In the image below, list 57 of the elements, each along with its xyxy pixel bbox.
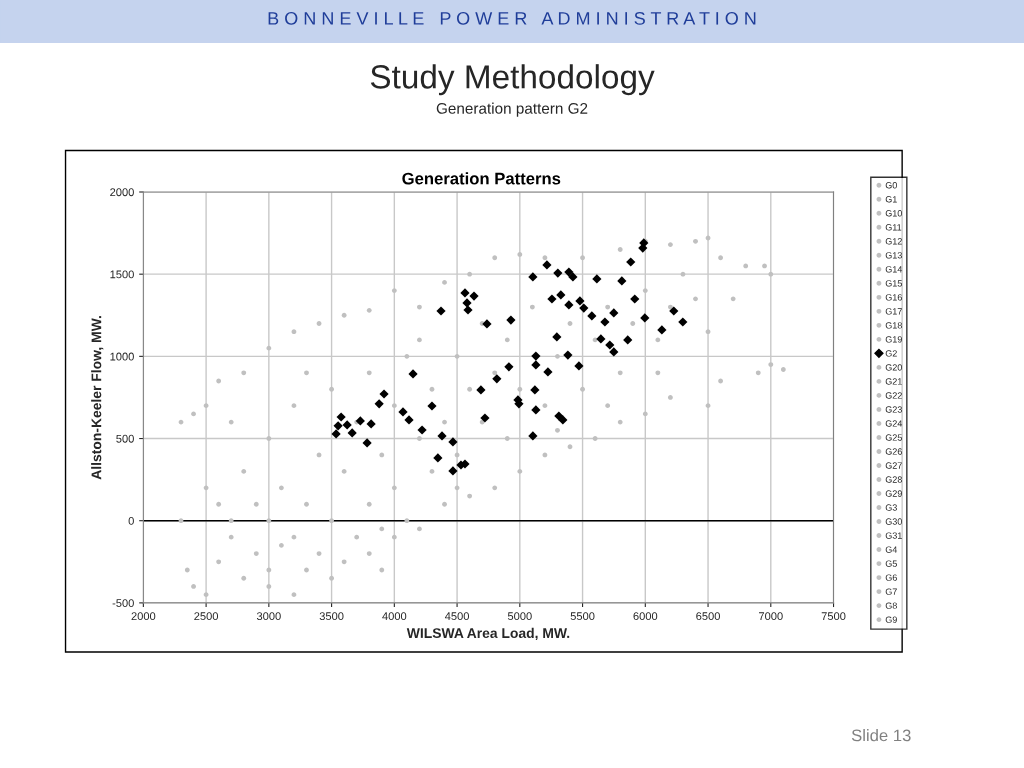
x-tick-label: 4000 — [382, 612, 407, 621]
legend-label: G21 — [885, 378, 902, 385]
text: Generation Patterns — [402, 172, 561, 185]
y-axis-title: Allston-Keeler Flow, MW. — [91, 316, 104, 480]
legend-label: G12 — [885, 238, 902, 245]
legend-label: G16 — [885, 294, 902, 301]
x-tick-label: 7500 — [821, 612, 846, 621]
x-tick-label: 3000 — [256, 612, 281, 621]
legend-label: G18 — [885, 322, 902, 329]
y-tick-label: 1000 — [110, 352, 134, 361]
x-tick-label: 5500 — [570, 612, 595, 621]
x-tick-label: 4500 — [444, 612, 469, 621]
text: B O N N E V I L L E P O W E R A D M I N I S T R A T I O N — [268, 11, 756, 25]
legend-label: G10 — [885, 210, 902, 217]
legend-label: G24 — [885, 420, 903, 427]
x-tick-label: 5000 — [507, 612, 532, 621]
x-tick-label: 7000 — [759, 612, 783, 621]
x-tick-label: 3500 — [319, 612, 344, 621]
legend-label: G29 — [885, 490, 902, 497]
legend-label: G3 — [885, 504, 897, 511]
legend-label: G8 — [885, 602, 897, 609]
x-tick-label: 6500 — [696, 612, 720, 621]
legend-label: G9 — [885, 616, 897, 623]
legend-label: G0 — [885, 182, 897, 189]
legend-label: G26 — [885, 448, 902, 455]
x-tick-label: 2000 — [131, 612, 156, 621]
legend-label: G2 — [885, 350, 897, 357]
legend-label: G6 — [885, 574, 897, 581]
y-tick-label: 500 — [116, 434, 134, 443]
x-axis-title: WILSWA Area Load, MW. — [406, 627, 570, 641]
legend-label: G19 — [885, 336, 902, 343]
legend-label: G14 — [885, 266, 903, 273]
legend-label: G30 — [885, 518, 902, 525]
legend-label: G1 — [885, 196, 897, 203]
legend-label: G23 — [885, 406, 902, 413]
x-tick-label: 6000 — [633, 612, 658, 621]
chart-title: Study Methodology — [370, 64, 655, 96]
text: Slide 13 — [851, 729, 911, 742]
legend-label: G11 — [885, 224, 902, 231]
x-tick-label: 2500 — [194, 612, 219, 621]
legend-label: G27 — [885, 462, 902, 469]
legend-label: G17 — [885, 308, 902, 315]
legend-label: G20 — [885, 364, 902, 371]
legend-label: G31 — [885, 532, 902, 539]
y-tick-label: 1500 — [110, 270, 134, 279]
chart-subtitle: Generation pattern G2 — [436, 102, 588, 117]
y-tick-label: 0 — [128, 516, 134, 525]
legend-label: G28 — [885, 476, 902, 483]
legend-label: G25 — [885, 434, 902, 441]
legend-label: G22 — [885, 392, 902, 399]
y-tick-label: 2000 — [110, 188, 134, 197]
legend-label: G4 — [885, 546, 898, 553]
legend-label: G5 — [885, 560, 897, 567]
legend-label: G7 — [885, 588, 897, 595]
legend-label: G15 — [885, 280, 902, 287]
legend-label: G13 — [885, 252, 902, 259]
y-tick-label: -500 — [112, 599, 134, 608]
